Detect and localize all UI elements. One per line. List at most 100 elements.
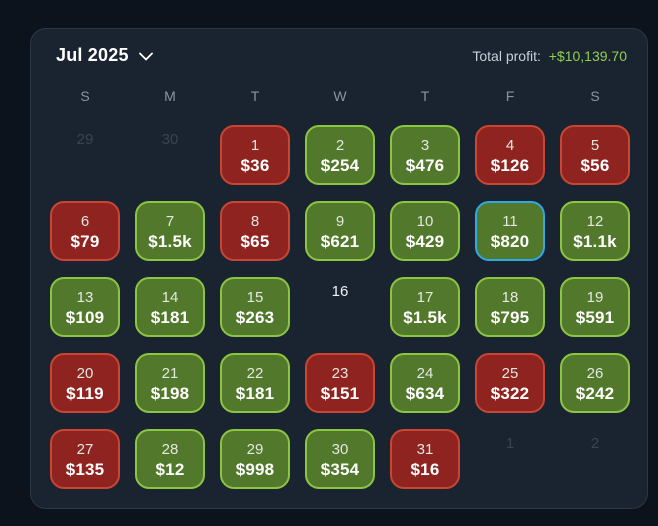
day-cell-4[interactable]: 4 $126 — [475, 125, 545, 185]
day-cell-18[interactable]: 18 $795 — [475, 277, 545, 337]
day-profit-value: $254 — [320, 155, 360, 175]
day-cell-30[interactable]: 30 $354 — [305, 429, 375, 489]
day-number: 27 — [76, 440, 94, 458]
total-profit: Total profit: +$10,139.70 — [472, 48, 627, 64]
day-cell-23[interactable]: 23 $151 — [305, 353, 375, 413]
day-number: 4 — [505, 136, 515, 154]
calendar-grid: 29 30 1 $36 2 $254 3 $476 4 $126 5 $56 6 $79 7 $1.5k 8 $6… — [50, 125, 630, 489]
day-number: 19 — [586, 288, 604, 306]
profit-calendar-panel: Jul 2025 Total profit: +$10,139.70 S M T W T… — [30, 28, 648, 509]
day-number: 15 — [246, 288, 264, 306]
day-number: 11 — [502, 212, 518, 230]
day-cell-12[interactable]: 12 $1.1k — [560, 201, 630, 261]
day-cell-2[interactable]: 2 $254 — [305, 125, 375, 185]
day-cell-2: 2 — [560, 429, 630, 489]
weekday-label: M — [164, 88, 176, 104]
day-cell-3[interactable]: 3 $476 — [390, 125, 460, 185]
day-profit-value: $795 — [490, 307, 530, 327]
day-number: 9 — [335, 212, 345, 230]
day-cell-6[interactable]: 6 $79 — [50, 201, 120, 261]
weekday-label: F — [505, 88, 515, 104]
day-number: 30 — [331, 440, 349, 458]
day-cell-14[interactable]: 14 $181 — [135, 277, 205, 337]
day-number: 28 — [161, 440, 179, 458]
month-selector-button[interactable]: Jul 2025 — [56, 45, 153, 66]
day-cell-26[interactable]: 26 $242 — [560, 353, 630, 413]
weekday-label: T — [420, 88, 430, 104]
day-cell-19[interactable]: 19 $591 — [560, 277, 630, 337]
day-number: 10 — [416, 212, 434, 230]
day-profit-value: $56 — [580, 155, 610, 175]
calendar-header: Jul 2025 Total profit: +$10,139.70 — [56, 45, 627, 66]
day-number: 6 — [80, 212, 90, 230]
day-number: 2 — [590, 435, 600, 452]
day-profit-value: $354 — [320, 459, 360, 479]
day-cell-22[interactable]: 22 $181 — [220, 353, 290, 413]
day-number: 22 — [246, 364, 264, 382]
day-cell-29: 29 — [50, 125, 120, 185]
day-profit-value: $181 — [235, 383, 275, 403]
weekday-label: S — [590, 88, 600, 104]
day-cell-9[interactable]: 9 $621 — [305, 201, 375, 261]
day-cell-10[interactable]: 10 $429 — [390, 201, 460, 261]
day-profit-value: $65 — [240, 231, 270, 251]
day-profit-value: $820 — [490, 231, 530, 251]
day-profit-value: $36 — [240, 155, 270, 175]
day-profit-value: $135 — [65, 459, 105, 479]
day-cell-30: 30 — [135, 125, 205, 185]
day-number: 25 — [501, 364, 519, 382]
day-profit-value: $16 — [410, 459, 440, 479]
day-cell-20[interactable]: 20 $119 — [50, 353, 120, 413]
day-profit-value: $1.5k — [148, 231, 192, 251]
day-profit-value: $109 — [65, 307, 105, 327]
day-number: 1 — [250, 136, 260, 154]
day-cell-15[interactable]: 15 $263 — [220, 277, 290, 337]
day-profit-value: $634 — [405, 383, 445, 403]
day-cell-31[interactable]: 31 $16 — [390, 429, 460, 489]
day-profit-value: $429 — [405, 231, 445, 251]
total-profit-value: +$10,139.70 — [548, 47, 627, 64]
day-number: 29 — [76, 131, 94, 148]
day-cell-24[interactable]: 24 $634 — [390, 353, 460, 413]
day-number: 26 — [586, 364, 604, 382]
day-cell-16[interactable]: 16 — [305, 277, 375, 337]
day-number: 30 — [161, 131, 179, 148]
day-number: 20 — [76, 364, 94, 382]
day-cell-21[interactable]: 21 $198 — [135, 353, 205, 413]
day-cell-1[interactable]: 1 $36 — [220, 125, 290, 185]
day-cell-17[interactable]: 17 $1.5k — [390, 277, 460, 337]
day-cell-27[interactable]: 27 $135 — [50, 429, 120, 489]
day-profit-value: $119 — [66, 383, 104, 403]
weekday-label: S — [80, 88, 90, 104]
day-cell-7[interactable]: 7 $1.5k — [135, 201, 205, 261]
day-number: 3 — [420, 136, 430, 154]
day-cell-11[interactable]: 11 $820 — [475, 201, 545, 261]
day-profit-value: $1.5k — [403, 307, 447, 327]
day-cell-29[interactable]: 29 $998 — [220, 429, 290, 489]
day-profit-value: $198 — [150, 383, 190, 403]
day-cell-25[interactable]: 25 $322 — [475, 353, 545, 413]
day-number: 12 — [586, 212, 604, 230]
day-number: 18 — [501, 288, 519, 306]
day-cell-1: 1 — [475, 429, 545, 489]
day-number: 23 — [331, 364, 349, 382]
day-number: 1 — [505, 435, 515, 452]
day-number: 8 — [250, 212, 260, 230]
day-number: 21 — [161, 364, 179, 382]
day-profit-value: $476 — [405, 155, 445, 175]
day-cell-13[interactable]: 13 $109 — [50, 277, 120, 337]
day-cell-28[interactable]: 28 $12 — [135, 429, 205, 489]
day-profit-value: $263 — [235, 307, 275, 327]
day-profit-value: $126 — [490, 155, 530, 175]
day-number: 2 — [335, 136, 345, 154]
day-number: 16 — [331, 283, 349, 300]
day-profit-value: $79 — [70, 231, 100, 251]
day-number: 7 — [165, 212, 175, 230]
day-profit-value: $242 — [575, 383, 615, 403]
day-cell-5[interactable]: 5 $56 — [560, 125, 630, 185]
day-profit-value: $1.1k — [573, 231, 617, 251]
day-profit-value: $591 — [575, 307, 615, 327]
day-profit-value: $322 — [490, 383, 530, 403]
day-cell-8[interactable]: 8 $65 — [220, 201, 290, 261]
